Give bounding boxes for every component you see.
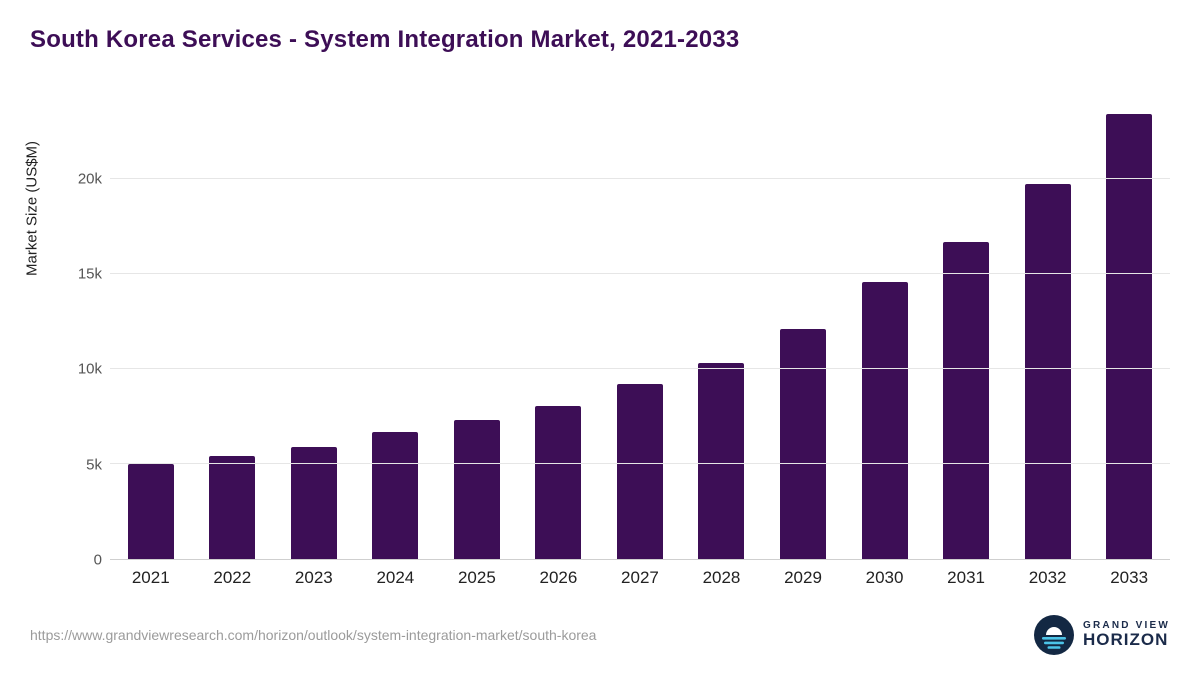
x-label-2027: 2027 — [621, 568, 659, 587]
bar-column — [925, 110, 1007, 559]
bar-column — [192, 110, 274, 559]
bar-column — [844, 110, 926, 559]
source-url: https://www.grandviewresearch.com/horizo… — [30, 627, 597, 643]
gridline — [110, 367, 1170, 369]
bar-column — [681, 110, 763, 559]
x-label-2024: 2024 — [376, 568, 415, 587]
logo-line-horizon: HORIZON — [1083, 630, 1169, 650]
bar-column — [762, 110, 844, 559]
y-tick-label: 5k — [86, 456, 102, 474]
x-axis-labels: 2021 2022 2023 2024 2025 2026 2027 2028 2029 2030… — [110, 568, 1170, 588]
y-tick-label: 0 — [93, 551, 102, 569]
x-label-2033: 2033 — [1110, 568, 1149, 587]
horizon-logo-icon — [1034, 615, 1074, 655]
grand-view-horizon-logo: GRAND VIEW HORIZON — [1034, 615, 1170, 655]
bar-column — [518, 110, 600, 559]
bar-column — [599, 110, 681, 559]
bar-column — [110, 110, 192, 559]
bar-2029 — [780, 328, 827, 559]
y-axis-ticks: 0 5k 10k 15k 20k — [30, 110, 102, 568]
x-label-2026: 2026 — [539, 568, 578, 587]
bar-2024 — [372, 432, 419, 559]
footer: https://www.grandviewresearch.com/horizo… — [30, 611, 1170, 659]
x-label-2031: 2031 — [947, 568, 985, 587]
bar-2032 — [1024, 184, 1071, 559]
bar-column — [436, 110, 518, 559]
bar-2025 — [453, 420, 500, 559]
gridline — [110, 177, 1170, 179]
bar-2033 — [1106, 113, 1153, 559]
logo-line-grand-view: GRAND VIEW — [1083, 620, 1170, 632]
chart-area: Market Size (US$M) 0 5k 10k 15k 20k 2021 2022… — [24, 95, 1170, 605]
bar-column — [355, 110, 437, 559]
bar-2030 — [861, 282, 908, 559]
bar-2027 — [616, 383, 663, 559]
gridline — [110, 272, 1170, 274]
bar-column — [273, 110, 355, 559]
logo-text: GRAND VIEW HORIZON — [1083, 620, 1170, 650]
x-label-2023: 2023 — [294, 568, 333, 587]
x-label-2028: 2028 — [702, 568, 741, 587]
bar-column — [1007, 110, 1089, 559]
bar-2023 — [290, 446, 337, 559]
x-label-2025: 2025 — [457, 568, 496, 587]
chart-title: South Korea Services - System Integratio… — [30, 26, 740, 53]
bar-2026 — [535, 405, 582, 559]
bar-column — [1088, 110, 1170, 559]
y-tick-label: 20k — [77, 170, 102, 188]
x-label-2030: 2030 — [865, 568, 904, 587]
x-label-2022: 2022 — [213, 568, 252, 587]
bar-2028 — [698, 363, 745, 559]
gridline — [110, 462, 1170, 464]
y-tick-label: 10k — [77, 360, 102, 378]
bar-2021 — [127, 463, 174, 559]
bar-series — [110, 110, 1170, 559]
bar-2022 — [209, 456, 256, 559]
bar-2031 — [943, 242, 990, 559]
x-label-2021: 2021 — [131, 568, 170, 587]
x-label-2029: 2029 — [784, 568, 822, 587]
plot-area — [110, 110, 1170, 560]
y-tick-label: 15k — [77, 265, 102, 283]
x-label-2032: 2032 — [1028, 568, 1067, 587]
